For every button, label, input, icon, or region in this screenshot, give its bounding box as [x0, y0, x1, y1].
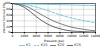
svg-text:80: 80	[6, 7, 10, 11]
html-text:K1: K1	[26, 43, 31, 47]
svg-text:60: 60	[6, 13, 10, 17]
svg-text:Volume Survival (%): Volume Survival (%)	[2, 3, 6, 33]
svg-text:20: 20	[6, 25, 10, 29]
svg-text:10000: 10000	[67, 34, 77, 38]
svg-text:2000: 2000	[21, 34, 29, 38]
svg-text:4000: 4000	[32, 34, 40, 38]
svg-text:0: 0	[12, 34, 14, 38]
svg-text:0: 0	[8, 30, 10, 34]
html-text:K25: K25	[74, 43, 81, 47]
svg-text:12000: 12000	[79, 34, 89, 38]
svg-text:14000: 14000	[91, 34, 100, 38]
svg-text:40: 40	[6, 19, 10, 23]
html-text:K20: K20	[57, 43, 65, 47]
svg-text:100: 100	[4, 1, 11, 6]
svg-text:Pressure (psi): Pressure (psi)	[44, 39, 64, 43]
html-text:K15: K15	[40, 43, 48, 47]
svg-text:6000: 6000	[44, 34, 52, 38]
svg-text:8000: 8000	[56, 34, 64, 38]
